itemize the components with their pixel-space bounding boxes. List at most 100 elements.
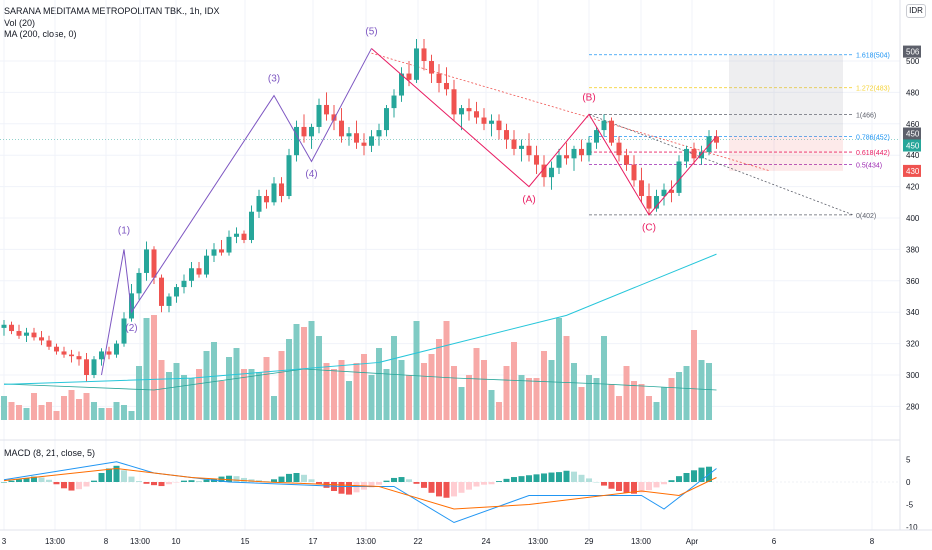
time-tick-label: 13:00 — [356, 537, 377, 546]
volume-bar — [661, 387, 667, 420]
volume-bar — [541, 351, 547, 420]
candle-body — [121, 318, 127, 344]
macd-histogram-bar — [128, 476, 135, 482]
volume-bar — [188, 378, 195, 420]
candle-body — [646, 196, 652, 209]
price-tick-label: 320 — [906, 340, 920, 349]
macd-histogram-bar — [53, 482, 60, 485]
candle-body — [504, 130, 509, 140]
candle-body — [84, 359, 89, 375]
macd-histogram-bar — [586, 478, 592, 482]
volume-bar — [83, 393, 90, 420]
currency-badge[interactable]: IDR — [906, 4, 926, 18]
candle-body — [436, 73, 442, 83]
ma-legend[interactable]: MA (200, close, 0) — [4, 29, 77, 39]
volume-bar — [113, 402, 120, 420]
macd-histogram-bar — [166, 482, 172, 485]
macd-histogram-bar — [646, 482, 652, 491]
volume-bar — [151, 315, 157, 420]
candle-body — [466, 108, 472, 112]
candle-body — [684, 148, 689, 162]
macd-histogram-bar — [106, 468, 112, 482]
macd-histogram-bar — [316, 482, 322, 484]
volume-bar — [548, 360, 555, 420]
volume-bar — [211, 342, 217, 420]
price-tick-label: 500 — [906, 57, 920, 66]
macd-histogram-bar — [16, 479, 22, 482]
macd-histogram-bar — [241, 477, 247, 482]
macd-tick-label: -5 — [906, 501, 914, 510]
candle-body — [706, 136, 712, 153]
macd-histogram-bar — [158, 482, 165, 487]
macd-histogram-bar — [533, 474, 540, 482]
volume-bar — [488, 390, 495, 420]
volume-bar — [563, 336, 570, 420]
macd-histogram-bar — [428, 482, 435, 493]
wave-label: (3) — [268, 73, 280, 84]
fib-level-label: 1.618(504) — [856, 53, 890, 60]
macd-line — [3, 461, 717, 524]
volume-legend[interactable]: Vol (20) — [4, 18, 36, 28]
candle-body — [279, 183, 284, 197]
volume-bar — [181, 375, 187, 420]
volume-bar — [436, 339, 442, 420]
macd-histogram-bar — [233, 476, 240, 482]
candle-body — [69, 354, 74, 357]
volume-bar — [316, 336, 322, 420]
macd-tick-label: -10 — [906, 523, 918, 532]
macd-tick-label: 5 — [906, 456, 911, 465]
volume-bar — [698, 360, 705, 420]
volume-bar — [691, 330, 697, 420]
macd-histogram-bar — [353, 482, 360, 493]
macd-tick-label: 0 — [906, 478, 911, 487]
candle-body — [519, 145, 524, 149]
candle-body — [249, 211, 254, 240]
volume-bar — [196, 369, 202, 420]
volume-bar — [143, 318, 150, 420]
macd-histogram-bar — [518, 476, 525, 482]
macd-histogram-bar — [698, 467, 705, 482]
wave-label: (2) — [125, 323, 137, 334]
fib-level-label: 1.272(483) — [856, 86, 890, 93]
candle-body — [151, 249, 157, 278]
candle-body — [526, 145, 532, 156]
candle-body — [196, 268, 202, 275]
candle-body — [541, 164, 547, 178]
macd-pane — [0, 461, 900, 524]
volume-bar — [556, 318, 562, 420]
candle-body — [189, 268, 194, 281]
candle-body — [241, 233, 247, 240]
candle-body — [174, 287, 179, 297]
macd-histogram-bar — [203, 479, 210, 482]
macd-histogram-bar — [676, 476, 682, 482]
volume-bar — [173, 363, 180, 420]
volume-bar — [286, 339, 292, 420]
volume-bar — [706, 363, 712, 420]
volume-bar — [638, 384, 645, 420]
candle-body — [226, 236, 232, 253]
candle-body — [474, 111, 479, 118]
volume-bar — [98, 408, 105, 420]
macd-histogram-bar — [226, 475, 232, 482]
candle-body — [271, 183, 277, 203]
candle-body — [129, 293, 134, 319]
price-tick-label: 380 — [906, 245, 920, 254]
volume-bar — [383, 369, 390, 420]
volume-bar — [331, 369, 337, 420]
volume-bar — [683, 366, 690, 420]
macd-histogram-bar — [466, 482, 472, 490]
macd-histogram-bar — [578, 474, 585, 482]
macd-histogram-bar — [196, 481, 202, 482]
volume-bar — [16, 405, 22, 420]
trend-line — [371, 52, 771, 172]
price-tick-label: 280 — [906, 402, 920, 411]
macd-histogram-bar — [526, 475, 532, 482]
candle-body — [54, 346, 59, 352]
candle-body — [654, 196, 659, 209]
macd-legend[interactable]: MACD (8, 21, close, 5) — [4, 448, 96, 458]
volume-bar — [38, 405, 45, 420]
macd-histogram-bar — [121, 470, 127, 482]
candle-body — [61, 351, 67, 355]
candle-body — [451, 89, 457, 115]
